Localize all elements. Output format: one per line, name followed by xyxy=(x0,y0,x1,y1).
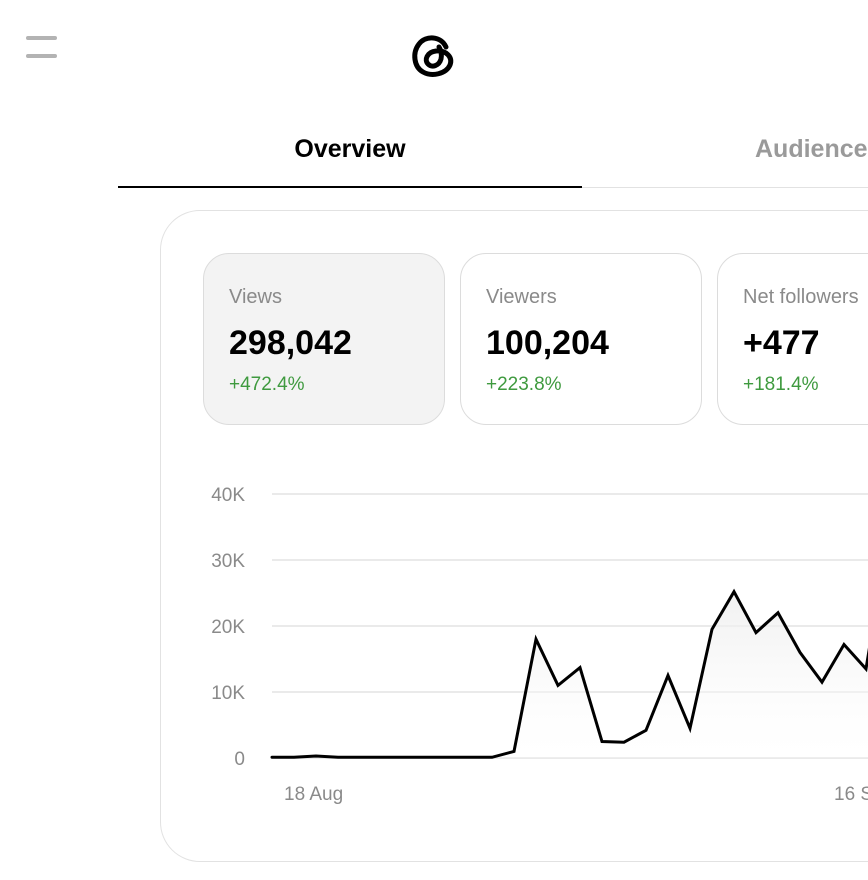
stat-change: +181.4% xyxy=(743,374,819,395)
stat-label: Viewers xyxy=(486,286,557,308)
insights-card: Views 298,042 +472.4% Viewers 100,204 +2… xyxy=(160,210,868,862)
stat-card-net-followers[interactable]: Net followers +477 +181.4% xyxy=(717,253,868,425)
tab-overview[interactable]: Overview xyxy=(294,134,406,163)
stat-label: Views xyxy=(229,286,282,308)
stat-value: 298,042 xyxy=(229,324,352,362)
stat-card-views[interactable]: Views 298,042 +472.4% xyxy=(203,253,445,425)
stat-value: 100,204 xyxy=(486,324,609,362)
threads-logo-icon[interactable] xyxy=(406,26,462,82)
stat-card-viewers[interactable]: Viewers 100,204 +223.8% xyxy=(460,253,702,425)
active-tab-indicator xyxy=(118,186,582,188)
stat-change: +472.4% xyxy=(229,374,305,395)
stat-label: Net followers xyxy=(743,286,859,308)
stat-value: +477 xyxy=(743,324,820,362)
tab-bar: Overview Audience xyxy=(118,110,868,190)
hamburger-menu-icon[interactable] xyxy=(26,36,57,60)
stat-change: +223.8% xyxy=(486,374,562,395)
tab-audience[interactable]: Audience xyxy=(755,134,868,163)
